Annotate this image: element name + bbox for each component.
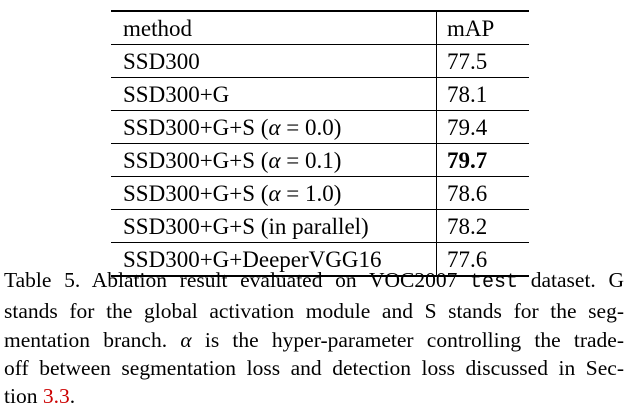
row-map-value: 78.6 xyxy=(436,176,529,210)
alpha-symbol: α xyxy=(268,147,281,173)
row-method: SSD300+G xyxy=(123,81,230,107)
table-row: SSD300+G+S (α = 0.1) 79.7 xyxy=(111,143,529,177)
caption-line: mentation branch. α is the hyper-paramet… xyxy=(4,327,624,352)
row-map-value: 77.6 xyxy=(436,242,529,276)
table-row: SSD300+G+S (α = 0.0) 79.4 xyxy=(111,110,529,144)
code-test: test xyxy=(470,271,519,294)
table-caption: Table 5. Ablation result evaluated on VO… xyxy=(4,266,624,410)
table-row: SSD300+G+S (in parallel) 78.2 xyxy=(111,209,529,243)
row-method: SSD300+G+DeeperVGG16 xyxy=(123,246,382,272)
alpha-symbol: α xyxy=(268,180,281,206)
caption-line: tion 3.3. xyxy=(4,384,76,409)
table-row: SSD300+G 78.1 xyxy=(111,77,529,111)
table-row: SSD300+G+S (α = 1.0) 78.6 xyxy=(111,176,529,210)
caption-line: stands for the global activation module … xyxy=(4,299,624,324)
row-method: SSD300+G+S (α = 1.0) xyxy=(123,180,342,206)
caption-line: off between segmentation loss and detect… xyxy=(4,355,624,380)
table-row: SSD300+G+DeeperVGG16 77.6 xyxy=(111,242,529,276)
row-method: SSD300+G+S (in parallel) xyxy=(123,213,369,239)
table-header-row: method mAP xyxy=(111,11,529,45)
row-method: SSD300+G+S (α = 0.0) xyxy=(123,114,342,140)
table-row: SSD300 77.5 xyxy=(111,44,529,78)
row-map-value: 78.2 xyxy=(436,209,529,243)
alpha-symbol: α xyxy=(268,114,281,140)
header-map: mAP xyxy=(436,11,529,45)
ablation-table: method mAP SSD300 77.5 SSD300+G 78.1 SSD… xyxy=(111,10,529,277)
ablation-table-container: method mAP SSD300 77.5 SSD300+G 78.1 SSD… xyxy=(111,10,529,277)
header-method: method xyxy=(123,15,192,41)
section-reference-link[interactable]: 3.3 xyxy=(42,384,70,409)
row-map-value-best: 79.7 xyxy=(436,143,529,177)
row-method: SSD300+G+S (α = 0.1) xyxy=(123,147,342,173)
row-method: SSD300 xyxy=(123,48,200,74)
row-map-value: 77.5 xyxy=(436,44,529,78)
row-map-value: 78.1 xyxy=(436,77,529,111)
row-map-value: 79.4 xyxy=(436,110,529,144)
alpha-symbol: α xyxy=(180,327,192,352)
caption-line: Table 5. Ablation result evaluated on VO… xyxy=(4,268,625,294)
